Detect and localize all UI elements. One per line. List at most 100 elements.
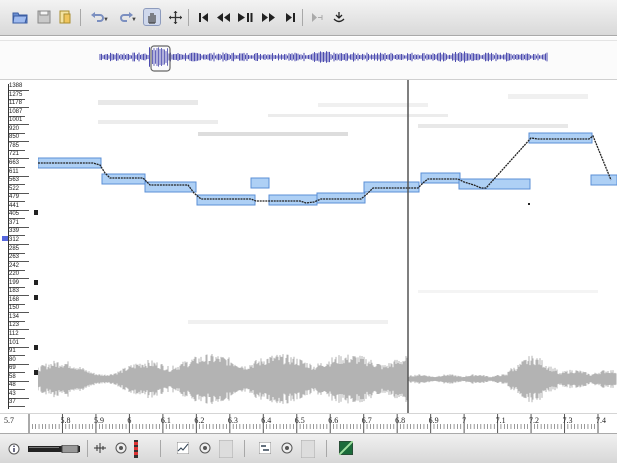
note-block[interactable] — [420, 172, 461, 184]
pitch-scale-label: 168 — [9, 296, 25, 305]
time-ruler-label: 7.3 — [562, 416, 573, 425]
undo-arrow-icon — [91, 12, 104, 22]
note-block[interactable] — [528, 132, 593, 144]
overview-waveform[interactable] — [0, 37, 617, 80]
hand-tool-button[interactable] — [143, 8, 161, 26]
pitch-plot-area[interactable] — [38, 80, 617, 413]
pitch-scale-label: 441 — [9, 202, 29, 211]
play-selection-button[interactable] — [308, 8, 326, 26]
record-button[interactable] — [330, 8, 348, 26]
pitch-scale-label: 43 — [9, 390, 29, 399]
time-ruler[interactable]: 5.7 5.8 5.9 6 6.1 6.2 6.3 6.4 6.5 6.6 6.7 6.8 6.9 7 7.… — [0, 413, 617, 434]
crosshair-icon — [168, 10, 182, 24]
disk-icon — [37, 10, 51, 24]
layer-notes-meter — [301, 440, 315, 458]
level-meter-icon — [219, 440, 233, 458]
time-ruler-label: 6.2 — [194, 416, 205, 425]
skip-forward-icon — [285, 12, 295, 22]
toolbar: ▼ ▼ — [0, 0, 617, 36]
toolbar-separator — [80, 9, 81, 26]
note-block[interactable] — [268, 194, 318, 206]
redo-arrow-icon — [120, 12, 133, 22]
forward-to-end-button[interactable] — [281, 8, 299, 26]
note-block[interactable] — [196, 194, 256, 206]
pitch-scale-label: 150 — [9, 304, 29, 314]
spectrogram-band — [508, 94, 588, 99]
pitch-scale-label: 371 — [9, 219, 29, 228]
chevron-down-icon: ▼ — [131, 17, 137, 23]
pitch-scale-label: 1388 — [9, 82, 29, 91]
layer-pitch-meter — [219, 440, 233, 458]
pitch-scale: 1388 1275 1178 1087 1001 920 850 785 721 663 611 56… — [0, 80, 38, 413]
time-ruler-label: 7 — [462, 416, 467, 425]
spectrogram-band — [198, 132, 348, 136]
pitch-track-point — [528, 203, 530, 205]
note-block[interactable] — [144, 181, 197, 193]
rewind-button[interactable] — [214, 8, 232, 26]
pitch-scale-label: 785 — [9, 142, 25, 151]
pitch-scale-label: 112 — [9, 330, 25, 340]
pitch-scale-label: 199 — [9, 279, 25, 288]
time-ruler-label: 6.6 — [328, 416, 339, 425]
note-block[interactable] — [316, 192, 366, 204]
speaker-icon — [115, 442, 127, 454]
pitch-scale-label: 134 — [9, 313, 25, 322]
save-file-button[interactable] — [35, 8, 53, 26]
open-folder-icon — [12, 12, 28, 24]
move-tool-button[interactable] — [166, 8, 184, 26]
play-pause-icon — [237, 12, 252, 22]
time-ruler-label: 5.9 — [93, 416, 104, 425]
export-button[interactable] — [56, 8, 74, 26]
pitch-track-line — [38, 134, 612, 204]
time-ruler-label: 6.8 — [395, 416, 406, 425]
undo-button[interactable]: ▼ — [89, 8, 109, 26]
spectrogram-band — [418, 124, 568, 128]
level-meter-icon — [301, 440, 315, 458]
layer-pitch-button[interactable] — [177, 442, 189, 454]
layer-audio-button[interactable] — [94, 442, 106, 454]
overview-viewport-handle[interactable] — [150, 45, 171, 72]
layer-notes-button[interactable] — [259, 442, 271, 454]
pitch-scale-label: 48 — [9, 381, 25, 391]
pitch-scale-label: 850 — [9, 133, 29, 143]
overview-divider — [0, 40, 617, 41]
pitch-scale-label: 80 — [9, 356, 29, 365]
notes-layer[interactable] — [38, 132, 617, 206]
pitch-scale-marker — [2, 236, 8, 241]
pitch-scale-label: 220 — [9, 270, 29, 280]
time-ruler-label: 6.4 — [261, 416, 272, 425]
note-block[interactable] — [101, 173, 146, 185]
slider-icon — [28, 445, 80, 453]
note-block[interactable] — [590, 174, 617, 186]
time-ruler-label: 6.5 — [294, 416, 305, 425]
pitch-scale-label: 1001 — [9, 116, 29, 126]
pitch-scale-marker — [34, 370, 38, 375]
time-ruler-label: 6.3 — [227, 416, 238, 425]
time-ruler-label: 6.9 — [428, 416, 439, 425]
pitch-plot-canvas[interactable] — [38, 80, 617, 413]
info-button[interactable] — [8, 443, 20, 455]
note-block[interactable] — [363, 181, 420, 193]
rewind-to-start-button[interactable] — [194, 8, 212, 26]
layer-separator — [326, 440, 327, 457]
fast-forward-button[interactable] — [259, 8, 277, 26]
info-icon — [8, 443, 20, 455]
layer-audio-play-button[interactable] — [115, 442, 127, 454]
layer-spectrogram-button[interactable] — [339, 441, 353, 455]
spectrogram-band — [98, 100, 198, 105]
pitch-scale-label: 1087 — [9, 108, 25, 117]
spectrogram-layer — [98, 94, 598, 324]
overview-panel[interactable] — [0, 37, 617, 80]
pitch-scale-label: 312 — [9, 236, 29, 245]
pitch-scale-label: 920 — [9, 125, 25, 134]
layer-pitch-play-button[interactable] — [199, 442, 211, 454]
play-pause-button[interactable] — [236, 8, 254, 26]
time-ruler-label: 7.1 — [495, 416, 506, 425]
note-block[interactable] — [250, 177, 270, 189]
redo-button[interactable]: ▼ — [117, 8, 137, 26]
layer-notes-play-button[interactable] — [281, 442, 293, 454]
volume-slider[interactable] — [28, 445, 80, 453]
time-ruler-label: 6 — [127, 416, 132, 425]
open-file-button[interactable] — [11, 8, 29, 26]
